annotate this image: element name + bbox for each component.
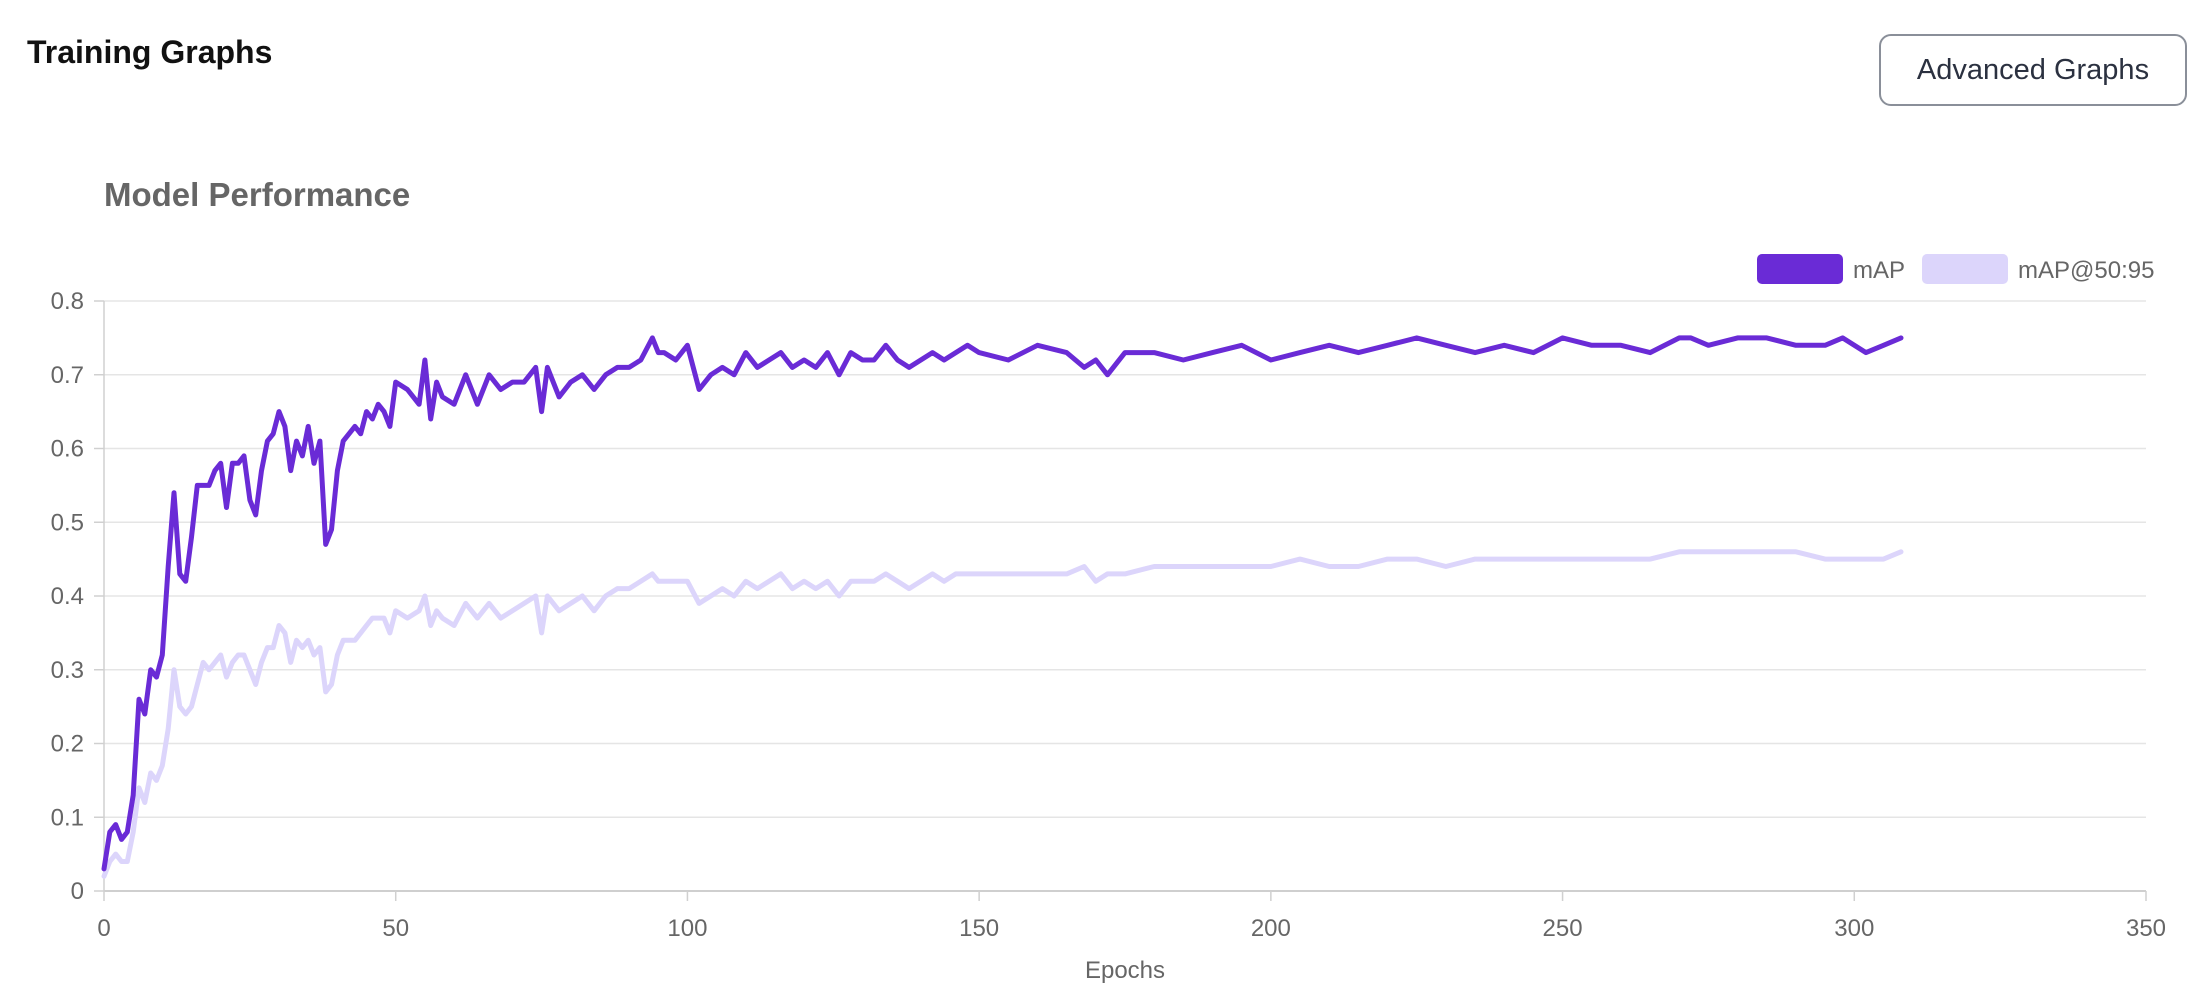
y-tick-label: 0.6 (51, 436, 84, 463)
chart-title: Model Performance (104, 176, 411, 213)
series-line-map (101, 335, 1904, 872)
x-tick-label: 150 (959, 915, 999, 942)
advanced-graphs-button[interactable]: Advanced Graphs (1879, 34, 2187, 106)
y-tick-label: 0.1 (51, 804, 84, 831)
legend-swatch (1922, 254, 2008, 284)
legend-swatch (1757, 254, 1843, 284)
y-tick-label: 0.8 (51, 288, 84, 315)
x-tick-label: 300 (1834, 915, 1874, 942)
page-title: Training Graphs (27, 34, 273, 70)
y-tick-label: 0.4 (51, 583, 84, 610)
y-tick-label: 0.3 (51, 657, 84, 684)
y-tick-label: 0 (71, 878, 84, 905)
legend-label: mAP (1853, 257, 1905, 284)
x-tick-label: 250 (1543, 915, 1583, 942)
x-tick-label: 0 (97, 915, 110, 942)
y-tick-label: 0.5 (51, 509, 84, 536)
legend[interactable]: mAP mAP@50:95 (1757, 254, 2154, 284)
legend-item-map[interactable]: mAP (1757, 254, 1905, 284)
y-tick-label: 0.7 (51, 362, 84, 389)
series-lines (101, 335, 1904, 879)
x-tick-label: 200 (1251, 915, 1291, 942)
series-line-map-50-95 (101, 549, 1904, 879)
legend-label: mAP@50:95 (2018, 257, 2154, 284)
legend-item-map-50-95[interactable]: mAP@50:95 (1922, 254, 2154, 284)
x-axis-label: Epochs (1085, 957, 1165, 984)
x-tick-label: 100 (667, 915, 707, 942)
x-tick-label: 350 (2126, 915, 2166, 942)
axes: 0 0.1 0.2 0.3 0.4 0.5 0.6 0.7 0.8 0 50 100 150 200 250… (51, 288, 2166, 942)
x-tick-label: 50 (382, 915, 409, 942)
y-tick-label: 0.2 (51, 731, 84, 758)
